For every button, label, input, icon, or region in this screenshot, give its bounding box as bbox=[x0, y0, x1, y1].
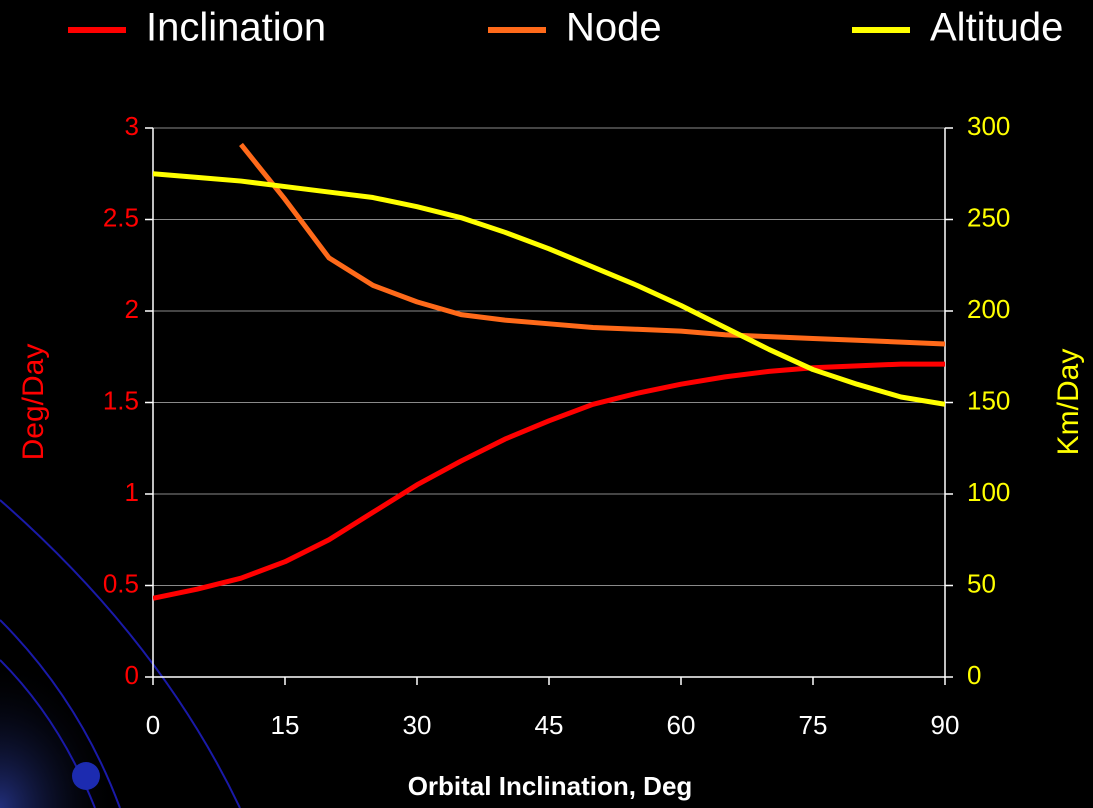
y2-tick-label: 100 bbox=[967, 477, 1010, 507]
y-tick-label: 0.5 bbox=[103, 568, 139, 598]
series-line bbox=[153, 171, 945, 407]
legend-label: Node bbox=[566, 6, 662, 50]
x-tick-label: 15 bbox=[271, 710, 300, 740]
x-tick-label: 60 bbox=[667, 710, 696, 740]
legend-label: Altitude bbox=[930, 6, 1063, 50]
y2-tick-label: 150 bbox=[967, 385, 1010, 415]
x-tick-label: 0 bbox=[146, 710, 160, 740]
x-axis-label: Orbital Inclination, Deg bbox=[408, 771, 693, 801]
background-glow bbox=[0, 430, 300, 808]
planet-icon bbox=[72, 762, 100, 790]
y2-axis-label: Km/Day bbox=[1052, 349, 1085, 456]
legend-label: Inclination bbox=[146, 6, 326, 50]
y-tick-label: 1 bbox=[125, 477, 139, 507]
y-tick-label: 0 bbox=[125, 660, 139, 690]
y2-tick-label: 300 bbox=[967, 111, 1010, 141]
x-tick-label: 30 bbox=[403, 710, 432, 740]
y-tick-label: 2.5 bbox=[103, 202, 139, 232]
x-tick-label: 90 bbox=[931, 710, 960, 740]
orbit-arc bbox=[0, 499, 241, 808]
y2-tick-label: 0 bbox=[967, 660, 981, 690]
y-tick-label: 3 bbox=[125, 111, 139, 141]
y2-tick-label: 50 bbox=[967, 568, 996, 598]
x-tick-label: 75 bbox=[799, 710, 828, 740]
x-tick-label: 45 bbox=[535, 710, 564, 740]
y-tick-label: 1.5 bbox=[103, 385, 139, 415]
y-tick-label: 2 bbox=[125, 294, 139, 324]
y-axis-label: Deg/Day bbox=[17, 344, 50, 461]
orbit-arc bbox=[0, 619, 121, 808]
y2-tick-label: 200 bbox=[967, 294, 1010, 324]
y2-tick-label: 250 bbox=[967, 202, 1010, 232]
series-line bbox=[239, 142, 945, 347]
